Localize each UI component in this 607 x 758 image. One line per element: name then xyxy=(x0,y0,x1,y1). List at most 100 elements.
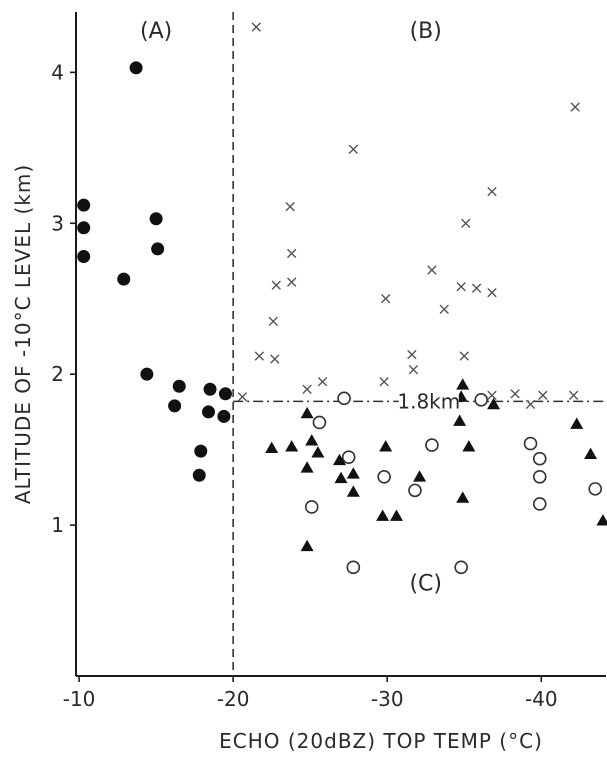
region-label: (A) xyxy=(140,19,172,44)
x-point xyxy=(459,351,469,361)
filled-circle-point xyxy=(194,444,208,458)
filled-triangle-point xyxy=(453,414,467,426)
filled-triangle-point xyxy=(487,397,501,410)
region-label: (B) xyxy=(410,19,442,44)
x-tick-label: -20 xyxy=(217,687,250,711)
open-circle-point xyxy=(337,391,351,406)
y-tick-label: 1 xyxy=(51,513,64,537)
filled-circle-point xyxy=(168,399,182,413)
filled-triangle-point xyxy=(265,441,279,454)
filled-triangle-point xyxy=(413,470,427,482)
x-point xyxy=(408,364,419,375)
filled-triangle-point xyxy=(332,453,346,466)
x-point xyxy=(461,218,471,228)
open-circle-point xyxy=(532,469,547,484)
filled-triangle-point xyxy=(584,447,598,460)
x-point xyxy=(287,277,297,287)
filled-triangle-point xyxy=(300,406,314,419)
axis-ticks: -10 -20 -30 -40 1 2 3 4 xyxy=(51,60,557,711)
open-circle-point xyxy=(454,560,468,575)
filled-triangle-point xyxy=(376,509,390,521)
x-point xyxy=(237,392,248,402)
x-point xyxy=(287,248,297,259)
y-tick-label: 3 xyxy=(51,211,64,235)
x-point xyxy=(427,265,437,275)
filled-circle-point xyxy=(217,409,231,423)
filled-circle-point xyxy=(77,198,91,212)
filled-triangle-point xyxy=(346,467,360,479)
filled-triangle-point xyxy=(596,514,607,526)
x-point xyxy=(487,186,497,197)
filled-circle-point xyxy=(172,379,186,393)
y-tick-label: 4 xyxy=(51,60,64,84)
filled-circle-point xyxy=(203,382,217,396)
filled-triangle-point xyxy=(456,378,470,390)
open-circle-point xyxy=(312,415,327,430)
open-circle-point xyxy=(408,483,422,498)
filled-triangle-point xyxy=(305,434,319,446)
x-point xyxy=(407,349,417,360)
data-points xyxy=(77,22,607,575)
x-point xyxy=(270,354,280,364)
filled-triangle-point xyxy=(456,491,470,503)
filled-triangle-point xyxy=(462,440,476,452)
filled-triangle-point xyxy=(346,485,360,497)
x-point xyxy=(317,377,328,387)
x-point xyxy=(380,294,391,304)
threshold-label-backing xyxy=(398,390,459,411)
open-circle-point xyxy=(304,500,319,514)
threshold-label: 1.8km xyxy=(397,389,460,413)
open-circle-point xyxy=(377,469,391,484)
filled-triangle-point xyxy=(311,446,325,458)
open-circle-point xyxy=(341,450,356,464)
filled-circle-point xyxy=(77,249,91,263)
x-point xyxy=(525,399,536,410)
filled-circle-point xyxy=(140,367,154,381)
filled-circle-point xyxy=(192,468,206,482)
x-tick-label: -30 xyxy=(371,687,404,711)
x-point xyxy=(271,280,281,290)
open-circle-point xyxy=(474,393,489,407)
x-point xyxy=(487,390,497,401)
filled-triangle-point xyxy=(389,509,403,521)
x-point xyxy=(254,351,265,361)
filled-triangle-point xyxy=(570,417,584,429)
region-label: (C) xyxy=(409,571,442,596)
open-circle-point xyxy=(523,436,538,451)
x-tick-label: -10 xyxy=(63,687,96,711)
x-point xyxy=(268,316,278,327)
x-point xyxy=(439,304,449,314)
x-point xyxy=(456,281,466,292)
open-circle-point xyxy=(346,560,361,575)
x-point xyxy=(348,144,359,155)
axes xyxy=(75,12,606,677)
region-labels: (A) (B) (C) xyxy=(140,19,442,596)
y-axis-title: ALTITUDE OF -10°C LEVEL (km) xyxy=(11,164,35,504)
filled-circle-point xyxy=(77,221,91,235)
filled-circle-point xyxy=(218,387,232,401)
x-point xyxy=(379,377,389,387)
filled-circle-point xyxy=(117,272,131,286)
filled-triangle-point xyxy=(379,440,393,452)
filled-triangle-point xyxy=(334,471,348,484)
filled-circle-point xyxy=(149,212,163,226)
x-point xyxy=(510,389,520,399)
open-circle-point xyxy=(532,497,547,511)
filled-circle-point xyxy=(202,405,215,419)
x-point xyxy=(302,384,312,394)
open-circle-point xyxy=(425,438,439,452)
x-point xyxy=(471,283,482,293)
open-circle-point xyxy=(532,451,547,466)
filled-circle-point xyxy=(129,61,143,75)
x-axis-title: ECHO (20dBZ) TOP TEMP (°C) xyxy=(219,729,543,753)
filled-triangle-point xyxy=(300,461,314,473)
x-point xyxy=(568,390,579,401)
filled-triangle-point xyxy=(300,539,314,552)
filled-circle-point xyxy=(151,242,165,256)
x-point xyxy=(251,22,261,32)
x-point xyxy=(285,201,295,212)
x-point xyxy=(570,102,580,112)
y-tick-label: 2 xyxy=(51,362,64,386)
x-tick-label: -40 xyxy=(525,687,558,711)
